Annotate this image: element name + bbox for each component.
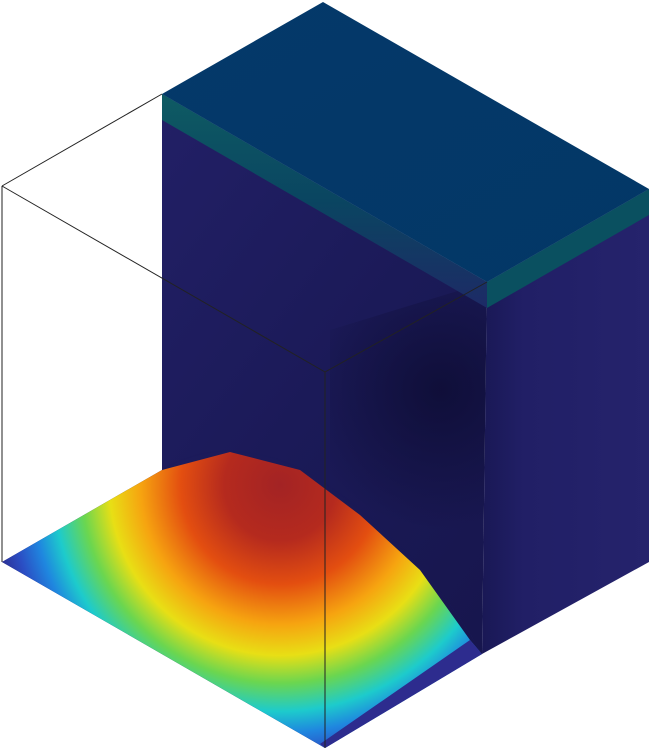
wireframe-back-edges <box>1 93 163 562</box>
wire-edge <box>1 93 163 187</box>
hot-region-boundary <box>161 450 483 655</box>
slab-front-band <box>162 94 487 308</box>
bottom-face <box>2 452 482 748</box>
right-side-face <box>482 189 649 654</box>
slab-top-face <box>162 2 649 282</box>
wire-edge <box>324 281 488 373</box>
wire-edge <box>1 185 326 373</box>
wireframe-front-edges <box>1 185 488 748</box>
slab-right-band <box>487 189 649 308</box>
bottom-face-cool-edge <box>320 640 482 748</box>
